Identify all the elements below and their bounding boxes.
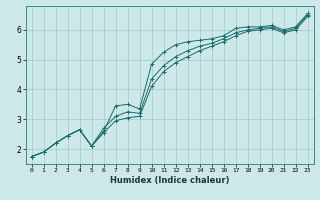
X-axis label: Humidex (Indice chaleur): Humidex (Indice chaleur) <box>110 176 229 185</box>
